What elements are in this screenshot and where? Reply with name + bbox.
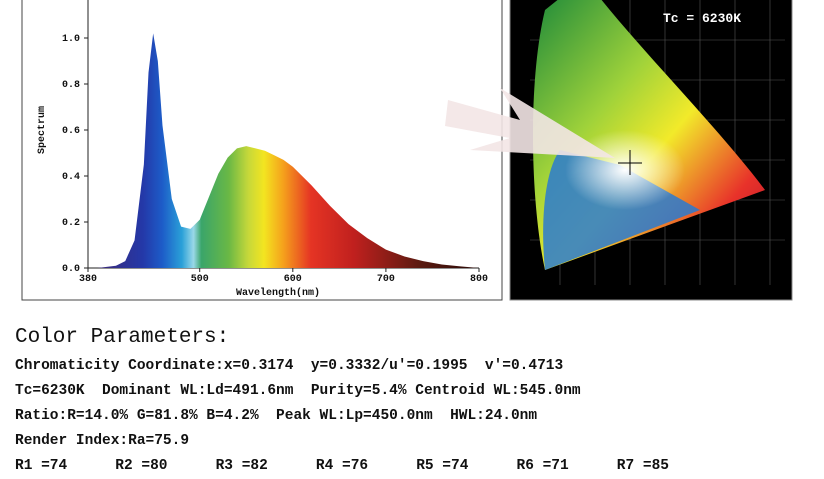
x-axis-label: Wavelength(nm) xyxy=(236,287,320,299)
render-index: R5 =74 xyxy=(416,458,469,474)
render-index: R6 =71 xyxy=(516,458,569,474)
x-tick-label: 600 xyxy=(284,274,302,285)
cie-tc: Tc = 6230K xyxy=(663,11,741,26)
chart: Spectrum Wavelength(nm) Tc = 6230K 0.0 0.… xyxy=(21,0,793,301)
parameter-line: Chromaticity Coordinate:x=0.3174 y=0.333… xyxy=(15,358,564,374)
y-tick-label: 0.8 xyxy=(62,80,80,91)
render-index: R2 =80 xyxy=(115,458,168,474)
render-index: R7 =85 xyxy=(616,458,670,474)
y-tick-label: 0.0 xyxy=(62,264,80,275)
parameter-line: Tc=6230K Dominant WL:Ld=491.6nm Purity=5… xyxy=(15,383,581,399)
render-index: R3 =82 xyxy=(215,458,268,474)
x-tick-label: 500 xyxy=(191,274,209,285)
spectrum-area xyxy=(88,33,479,269)
parameter-line: Render Index:Ra=75.9 xyxy=(15,433,190,449)
x-tick-label: 700 xyxy=(377,274,395,285)
render-index: R1 =74 xyxy=(15,458,68,474)
y-tick-label: 0.4 xyxy=(62,172,80,183)
y-tick-label: 1.0 xyxy=(62,34,80,45)
y-tick-label: 0.6 xyxy=(62,126,80,137)
render-index: R4 =76 xyxy=(315,458,369,474)
x-tick-label: 380 xyxy=(79,274,97,285)
y-tick-label: 0.2 xyxy=(62,218,80,229)
parameters-title: Color Parameters: xyxy=(15,326,230,349)
x-tick-label: 800 xyxy=(470,274,488,285)
y-axis-label: Spectrum xyxy=(37,106,48,154)
arrow xyxy=(445,88,615,158)
parameter-line: Ratio:R=14.0% G=81.8% B=4.2% Peak WL:Lp=… xyxy=(15,408,538,424)
